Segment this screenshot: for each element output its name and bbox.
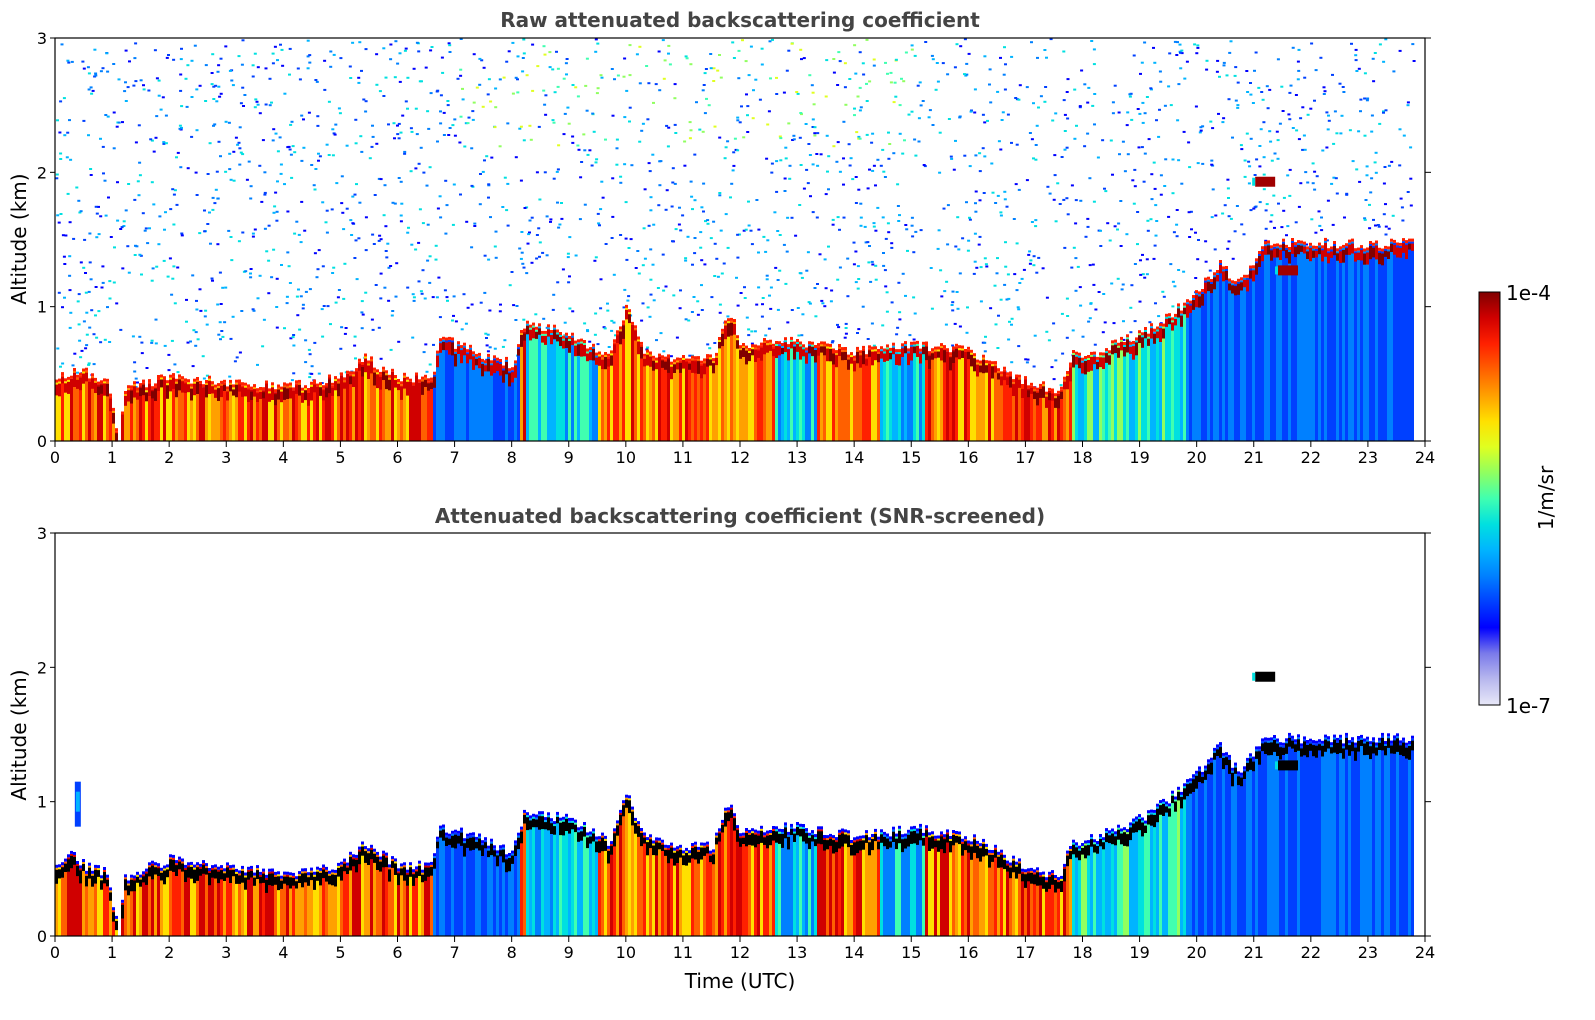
panel-raw-plot-area [55, 38, 1416, 442]
x-tick-label: 1 [107, 448, 117, 467]
panel-screened-ylabel: Altitude (km) [7, 669, 31, 800]
x-tick-label: 21 [1244, 448, 1264, 467]
x-tick-label: 3 [221, 448, 231, 467]
y-tick-label: 1 [37, 793, 47, 812]
panel-raw-title: Raw attenuated backscattering coefficien… [500, 8, 980, 32]
x-tick-label: 11 [673, 943, 693, 962]
x-tick-label: 13 [787, 448, 807, 467]
x-tick-label: 2 [164, 448, 174, 467]
y-tick-label: 2 [37, 163, 47, 182]
x-tick-label: 22 [1301, 943, 1321, 962]
x-tick-label: 16 [958, 943, 978, 962]
y-tick-label: 0 [37, 927, 47, 946]
x-tick-label: 0 [50, 943, 60, 962]
x-tick-label: 14 [844, 943, 864, 962]
panel-screened-xlabel: Time (UTC) [684, 969, 796, 993]
panel-screened-ticks: 0 1 2 3 4 5 6 7 8 9 10 11 12 13 14 15 16 17 18 19 20 21 22 23 24… [37, 524, 1435, 962]
x-tick-label: 9 [564, 943, 574, 962]
x-tick-label: 2 [164, 943, 174, 962]
x-tick-label: 4 [278, 943, 288, 962]
colorbar-max-label: 1e-4 [1506, 281, 1551, 305]
panel-screened-title: Attenuated backscattering coefficient (S… [435, 504, 1045, 528]
x-tick-label: 20 [1186, 448, 1206, 467]
x-tick-label: 23 [1358, 943, 1378, 962]
x-tick-label: 5 [335, 943, 345, 962]
panel-raw: Raw attenuated backscattering coefficien… [7, 8, 1435, 467]
x-tick-label: 18 [1072, 943, 1092, 962]
x-tick-label: 7 [449, 943, 459, 962]
x-tick-label: 15 [901, 943, 921, 962]
x-tick-label: 21 [1244, 943, 1264, 962]
x-tick-label: 17 [1015, 448, 1035, 467]
x-tick-label: 18 [1072, 448, 1092, 467]
x-tick-label: 7 [449, 448, 459, 467]
x-tick-label: 10 [616, 448, 636, 467]
panel-screened: Attenuated backscattering coefficient (S… [7, 504, 1435, 993]
x-tick-label: 22 [1301, 448, 1321, 467]
y-tick-label: 2 [37, 658, 47, 677]
x-tick-label: 23 [1358, 448, 1378, 467]
x-tick-label: 11 [673, 448, 693, 467]
x-tick-label: 8 [507, 943, 517, 962]
backscatter-columns [55, 237, 1414, 442]
panel-raw-ticks: 0 1 2 3 4 5 6 7 8 9 10 11 12 13 14 15 16 17 18 19 20 21 22 23 24… [37, 29, 1435, 467]
x-tick-label: 13 [787, 943, 807, 962]
panel-screened-plot-area [55, 671, 1414, 937]
x-tick-label: 12 [730, 448, 750, 467]
y-tick-label: 3 [37, 29, 47, 48]
x-tick-label: 17 [1015, 943, 1035, 962]
colorbar-unit-label: 1/m/sr [1534, 465, 1558, 530]
x-tick-label: 24 [1415, 448, 1435, 467]
colorbar: 1e-4 1e-7 1/m/sr [1478, 281, 1558, 718]
y-tick-label: 0 [37, 432, 47, 451]
colorbar-scale [1478, 291, 1501, 706]
x-tick-label: 4 [278, 448, 288, 467]
y-tick-label: 1 [37, 298, 47, 317]
colorbar-min-label: 1e-7 [1506, 694, 1551, 718]
x-tick-label: 19 [1129, 448, 1149, 467]
x-tick-label: 12 [730, 943, 750, 962]
x-tick-label: 15 [901, 448, 921, 467]
x-tick-label: 6 [392, 943, 402, 962]
x-tick-label: 14 [844, 448, 864, 467]
x-tick-label: 16 [958, 448, 978, 467]
x-tick-label: 0 [50, 448, 60, 467]
x-tick-label: 5 [335, 448, 345, 467]
x-tick-label: 3 [221, 943, 231, 962]
backscatter-columns [55, 732, 1414, 936]
x-tick-label: 19 [1129, 943, 1149, 962]
x-tick-label: 8 [507, 448, 517, 467]
x-tick-label: 9 [564, 448, 574, 467]
x-tick-label: 24 [1415, 943, 1435, 962]
x-tick-label: 1 [107, 943, 117, 962]
x-tick-label: 10 [616, 943, 636, 962]
panel-raw-ylabel: Altitude (km) [7, 173, 31, 304]
y-tick-label: 3 [37, 524, 47, 543]
x-tick-label: 20 [1186, 943, 1206, 962]
x-tick-label: 6 [392, 448, 402, 467]
